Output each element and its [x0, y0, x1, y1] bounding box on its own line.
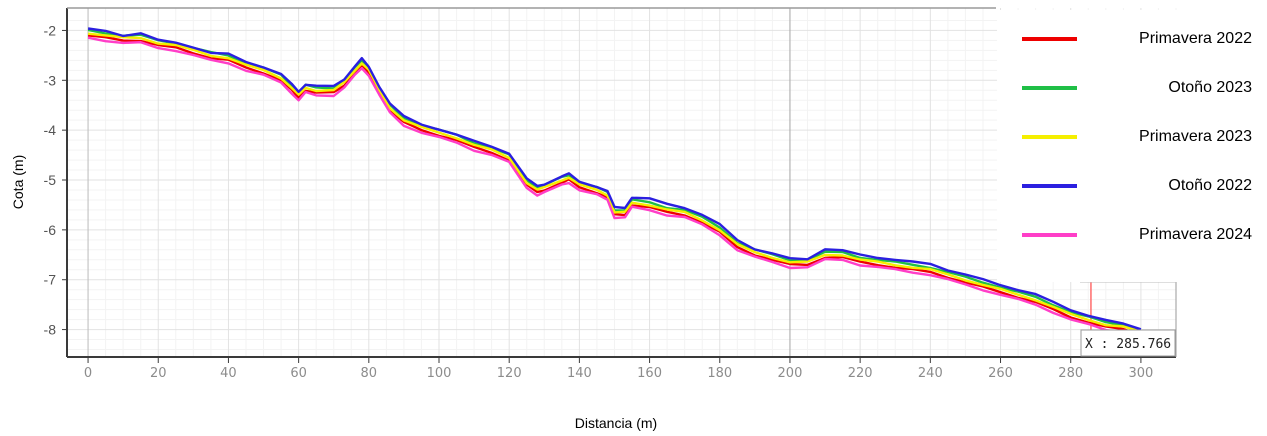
legend-label: Primavera 2024	[1139, 226, 1252, 243]
y-tick-label: -6	[44, 222, 57, 238]
legend: Primavera 2022 Otoño 2023 Primavera 2023 Ot…	[997, 10, 1267, 282]
x-tick-label: 200	[778, 366, 803, 381]
x-tick-label: 240	[918, 366, 943, 381]
y-tick-label: -8	[44, 322, 57, 338]
x-tick-label: 100	[427, 366, 452, 381]
series-line-primavera-2024	[87, 36, 1142, 338]
x-tick-label: 260	[988, 366, 1013, 381]
series-line-otoño-2022	[87, 27, 1142, 331]
x-tick-label: 180	[707, 366, 732, 381]
cursor-readout: X : 285.766	[1080, 329, 1176, 357]
x-tick-label: 280	[1058, 366, 1083, 381]
x-tick-label: 160	[637, 366, 662, 381]
x-tick-label: 80	[361, 366, 378, 381]
y-tick-labels: -2 -3 -4 -5 -6 -7 -8	[44, 22, 67, 338]
x-tick-label: 0	[84, 366, 92, 381]
y-tick-label: -7	[44, 272, 57, 288]
series-lines	[87, 27, 1142, 338]
x-tick-labels: 0 20 40 60 80 100 120 140 160 180 200 220 240 260 280 3…	[84, 357, 1153, 381]
x-axis-title: Distancia (m)	[575, 415, 657, 431]
grid	[67, 8, 1177, 357]
y-tick-label: -4	[44, 122, 57, 138]
y-tick-label: -2	[44, 22, 57, 38]
series-line-primavera-2022	[87, 34, 1142, 337]
readout-label: X : 285.766	[1085, 337, 1171, 352]
x-tick-label: 40	[220, 366, 237, 381]
x-tick-label: 60	[290, 366, 307, 381]
x-tick-label: 20	[150, 366, 167, 381]
y-axis-title: Cota (m)	[10, 155, 26, 209]
y-tick-label: -3	[44, 72, 57, 88]
x-tick-label: 300	[1128, 366, 1153, 381]
legend-label: Otoño 2023	[1168, 79, 1252, 96]
legend-label: Primavera 2022	[1139, 30, 1252, 47]
x-tick-label: 220	[848, 366, 873, 381]
legend-label: Primavera 2023	[1139, 128, 1252, 145]
x-tick-label: 120	[497, 366, 522, 381]
readout-box	[1080, 329, 1176, 357]
y-tick-label: -5	[44, 172, 57, 188]
legend-label: Otoño 2022	[1168, 177, 1252, 194]
x-tick-label: 140	[567, 366, 592, 381]
series-line-primavera-2023	[87, 32, 1142, 333]
plot-frame	[66, 7, 1177, 358]
